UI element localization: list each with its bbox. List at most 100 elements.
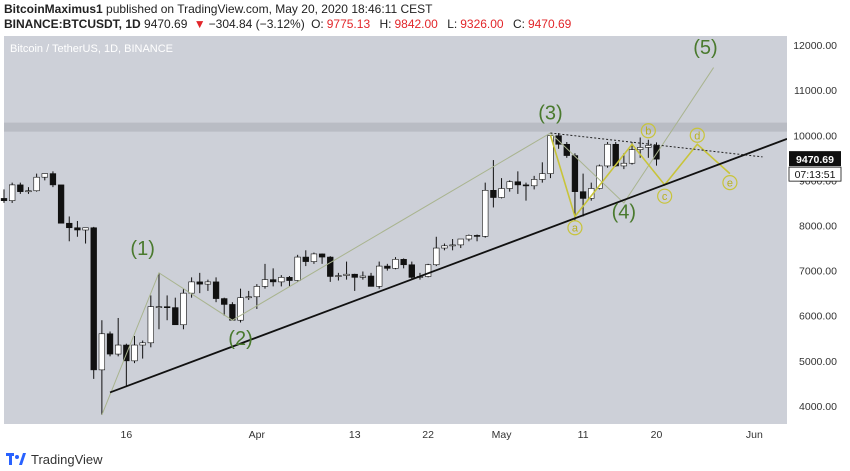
candle [457, 238, 464, 246]
low-value: 9326.00 [460, 17, 504, 31]
wave-label: (1) [130, 238, 154, 260]
candle [172, 307, 179, 326]
y-tick-label: 12000.00 [793, 40, 837, 52]
candle [180, 292, 187, 326]
high-label: H: [379, 17, 392, 31]
candle [115, 344, 122, 355]
x-tick-label: 11 [578, 429, 589, 441]
candle [522, 184, 530, 187]
candle [555, 135, 562, 145]
last-price-tag [789, 151, 841, 167]
candle [310, 253, 318, 262]
candle [253, 286, 260, 298]
candle [514, 181, 521, 186]
candle [139, 342, 146, 346]
candle [237, 297, 244, 321]
last-price-label: 9470.69 [796, 154, 834, 166]
candle [637, 147, 644, 150]
candle [506, 181, 513, 189]
candle [465, 235, 473, 240]
x-tick-label: May [492, 429, 513, 441]
candle [229, 304, 236, 321]
chart-container[interactable]: Bitcoin / TetherUS, 1D, BINANCE (1) (2) (3)… [0, 36, 850, 446]
candle [0, 198, 8, 201]
candle [473, 235, 481, 237]
candle [392, 259, 399, 269]
candle [318, 253, 326, 258]
candle [498, 188, 505, 198]
candle [25, 190, 32, 193]
candle [359, 275, 367, 278]
sub-wave-circle [567, 220, 583, 236]
candle [449, 244, 456, 247]
candle [106, 333, 114, 355]
candle [376, 265, 383, 287]
candle [74, 227, 81, 231]
y-tick-label: 4000.00 [799, 401, 837, 413]
candle [131, 344, 138, 362]
candle [441, 245, 448, 249]
triangle-resistance-line [550, 132, 763, 158]
candle [490, 189, 497, 198]
sub-wave-label: e [727, 178, 733, 190]
candle [424, 264, 432, 277]
low-label: L: [447, 17, 458, 31]
candle [9, 184, 16, 201]
sub-wave-label: d [694, 130, 700, 142]
candle [163, 306, 171, 308]
candle [294, 256, 301, 281]
change-down-icon: ▼ [193, 17, 206, 31]
candlestick-chart[interactable]: Bitcoin / TetherUS, 1D, BINANCE (1) (2) (3)… [0, 36, 850, 446]
sub-wave-circle [722, 175, 738, 191]
time-axis [0, 424, 787, 446]
price-change: −304.84 (−3.12%) [208, 17, 305, 31]
y-tick-label: 11000.00 [794, 85, 837, 97]
y-tick-label: 8000.00 [799, 220, 837, 232]
close-label: C: [512, 17, 525, 31]
candle [367, 275, 375, 287]
candle [620, 162, 628, 167]
candle [261, 279, 269, 287]
author-name[interactable]: BitcoinMaximus1 [4, 2, 103, 16]
x-tick-label: 16 [121, 429, 133, 441]
candle [221, 298, 228, 305]
candle [531, 179, 538, 187]
chart-header: BitcoinMaximus1 published on TradingView… [4, 2, 577, 32]
price-axis [787, 36, 850, 446]
publish-line: BitcoinMaximus1 published on TradingView… [4, 2, 577, 17]
sub-wave-path [549, 135, 731, 219]
candle [82, 227, 89, 231]
x-tick-label: Jun [746, 429, 763, 441]
candle [147, 306, 154, 344]
candle [17, 184, 24, 192]
candle [204, 281, 212, 285]
candle [579, 191, 587, 199]
candle [482, 189, 489, 237]
tradingview-footer[interactable]: TradingView [6, 449, 103, 469]
countdown-tag [788, 166, 842, 182]
candle [278, 277, 285, 283]
open-label: O: [311, 17, 324, 31]
resistance-zone [4, 122, 787, 132]
sub-wave-circle [640, 123, 656, 139]
open-value: 9775.13 [326, 17, 371, 31]
x-tick-label: 13 [349, 429, 361, 441]
y-tick-label: 6000.00 [799, 311, 837, 323]
candle [645, 145, 652, 148]
symbol-label: BINANCE:BTCUSDT, 1D [4, 17, 141, 31]
candle [98, 333, 106, 371]
candle [351, 273, 358, 278]
x-tick-label: Apr [249, 429, 266, 441]
candle [604, 143, 611, 167]
sub-wave-label: b [645, 126, 651, 138]
candle [33, 176, 40, 192]
candle [155, 306, 163, 308]
countdown-label: 07:13:51 [795, 169, 836, 181]
candle [433, 247, 440, 266]
sub-wave-label: a [572, 223, 579, 235]
candle [327, 256, 334, 277]
y-tick-label: 7000.00 [799, 266, 837, 278]
candle [245, 296, 252, 299]
candle [302, 256, 309, 262]
candle [539, 173, 546, 180]
